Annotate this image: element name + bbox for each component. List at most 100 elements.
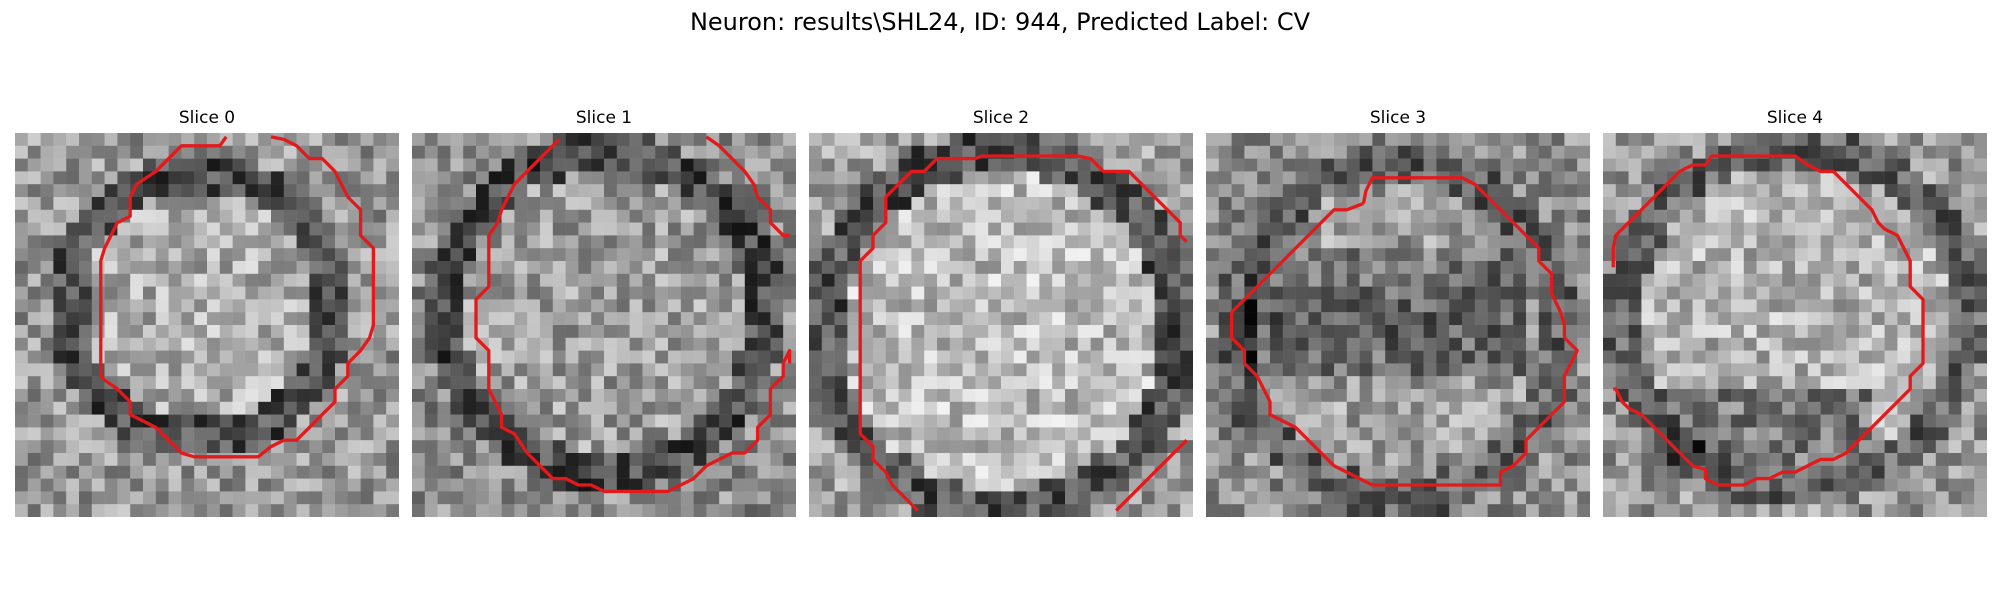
image-pixel — [1129, 145, 1143, 159]
image-pixel — [1308, 158, 1322, 172]
image-pixel — [937, 184, 951, 198]
image-pixel — [232, 350, 246, 364]
image-pixel — [821, 184, 835, 198]
image-pixel — [117, 248, 131, 262]
image-pixel — [1359, 145, 1373, 159]
image-pixel — [962, 133, 976, 147]
image-pixel — [1884, 491, 1898, 505]
image-pixel — [360, 363, 374, 377]
image-pixel — [450, 299, 464, 313]
image-pixel — [463, 235, 477, 249]
image-pixel — [809, 363, 823, 377]
image-pixel — [1871, 376, 1885, 390]
image-pixel — [258, 491, 272, 505]
image-pixel — [1628, 504, 1642, 517]
image-pixel — [1679, 184, 1693, 198]
image-pixel — [770, 325, 784, 339]
image-pixel — [757, 209, 771, 223]
image-pixel — [1039, 465, 1053, 479]
image-pixel — [1346, 248, 1360, 262]
image-pixel — [1013, 158, 1027, 172]
image-pixel — [898, 337, 912, 351]
image-pixel — [809, 222, 823, 236]
image-pixel — [1257, 504, 1271, 517]
image-pixel — [1705, 401, 1719, 415]
image-pixel — [437, 465, 451, 479]
image-pixel — [1538, 197, 1552, 211]
image-pixel — [655, 453, 669, 467]
image-pixel — [194, 171, 208, 185]
image-pixel — [322, 222, 336, 236]
image-pixel — [924, 209, 938, 223]
image-pixel — [1206, 401, 1220, 415]
image-pixel — [424, 312, 438, 326]
image-pixel — [386, 350, 399, 364]
image-pixel — [245, 363, 259, 377]
image-pixel — [1065, 222, 1079, 236]
image-pixel — [463, 133, 477, 147]
image-pixel — [1667, 389, 1681, 403]
image-pixel — [616, 414, 630, 428]
image-pixel — [821, 325, 835, 339]
image-pixel — [1974, 273, 1987, 287]
image-pixel — [296, 491, 310, 505]
image-pixel — [962, 248, 976, 262]
image-pixel — [1526, 299, 1540, 313]
image-pixel — [245, 453, 259, 467]
image-pixel — [783, 414, 796, 428]
image-pixel — [117, 414, 131, 428]
image-pixel — [463, 427, 477, 441]
image-pixel — [1667, 453, 1681, 467]
image-pixel — [514, 350, 528, 364]
image-pixel — [821, 133, 835, 147]
image-pixel — [1974, 158, 1987, 172]
image-pixel — [591, 222, 605, 236]
image-pixel — [1807, 299, 1821, 313]
image-pixel — [514, 197, 528, 211]
image-pixel — [1270, 337, 1284, 351]
image-pixel — [809, 133, 823, 147]
image-pixel — [322, 491, 336, 505]
image-pixel — [258, 222, 272, 236]
image-pixel — [744, 350, 758, 364]
image-pixel — [1871, 312, 1885, 326]
image-pixel — [117, 312, 131, 326]
image-pixel — [1807, 389, 1821, 403]
image-pixel — [757, 389, 771, 403]
image-pixel — [232, 299, 246, 313]
image-pixel — [1308, 350, 1322, 364]
image-pixel — [1897, 491, 1911, 505]
image-pixel — [680, 363, 694, 377]
image-pixel — [476, 491, 490, 505]
image-pixel — [591, 427, 605, 441]
image-pixel — [1474, 504, 1488, 517]
image-pixel — [629, 222, 643, 236]
image-pixel — [1372, 363, 1386, 377]
image-pixel — [1295, 286, 1309, 300]
image-pixel — [655, 158, 669, 172]
image-pixel — [1372, 350, 1386, 364]
image-pixel — [437, 286, 451, 300]
image-pixel — [1423, 235, 1437, 249]
image-pixel — [706, 414, 720, 428]
image-pixel — [1756, 401, 1770, 415]
image-pixel — [1257, 248, 1271, 262]
image-pixel — [1321, 286, 1335, 300]
image-pixel — [1833, 427, 1847, 441]
image-pixel — [1667, 504, 1681, 517]
image-pixel — [1961, 401, 1975, 415]
image-pixel — [1705, 350, 1719, 364]
image-pixel — [975, 427, 989, 441]
image-pixel — [770, 145, 784, 159]
image-pixel — [1474, 337, 1488, 351]
image-pixel — [949, 363, 963, 377]
image-pixel — [1077, 312, 1091, 326]
image-pixel — [283, 312, 297, 326]
image-pixel — [1782, 491, 1796, 505]
image-pixel — [949, 133, 963, 147]
image-pixel — [1513, 504, 1527, 517]
image-pixel — [1026, 401, 1040, 415]
image-pixel — [1346, 273, 1360, 287]
image-pixel — [117, 376, 131, 390]
image-pixel — [642, 478, 656, 492]
